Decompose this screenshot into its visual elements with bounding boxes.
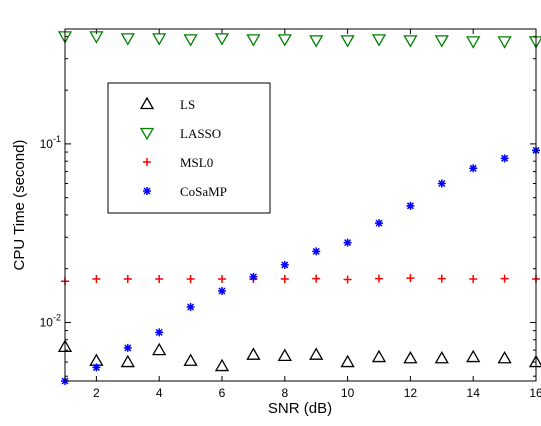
point-cosamp bbox=[437, 179, 446, 188]
point-ls bbox=[277, 348, 292, 362]
x-tick-label: 10 bbox=[341, 386, 355, 400]
point-ls bbox=[403, 350, 418, 364]
point-cosamp bbox=[343, 238, 352, 247]
point-lasso bbox=[120, 33, 135, 46]
point-ls bbox=[214, 358, 230, 372]
point-ls bbox=[183, 353, 198, 366]
ticks-layer: 2 4 6 8 10 12 14 16 10-2 10-1 bbox=[40, 29, 541, 400]
point-ls bbox=[340, 354, 355, 368]
point-ls bbox=[497, 350, 512, 364]
legend: LS LASSO MSL0 CoSaMP bbox=[107, 82, 271, 214]
point-lasso bbox=[214, 33, 230, 46]
x-tick-label: 4 bbox=[156, 386, 163, 400]
point-msl0 bbox=[343, 275, 352, 284]
point-msl0 bbox=[155, 275, 164, 284]
x-tick-label: 2 bbox=[93, 386, 100, 400]
point-cosamp bbox=[469, 164, 478, 173]
point-cosamp bbox=[375, 219, 383, 228]
point-lasso bbox=[152, 33, 167, 46]
legend-marker-lasso bbox=[139, 127, 155, 141]
point-cosamp bbox=[312, 247, 321, 256]
point-ls bbox=[466, 349, 481, 363]
marks-layer bbox=[57, 31, 541, 385]
point-ls bbox=[120, 354, 135, 368]
legend-marker-ls bbox=[139, 96, 155, 110]
point-cosamp bbox=[186, 303, 195, 312]
legend-box bbox=[107, 82, 271, 214]
point-ls bbox=[371, 349, 387, 363]
point-lasso bbox=[434, 35, 449, 48]
point-msl0 bbox=[375, 274, 383, 283]
point-cosamp bbox=[280, 260, 289, 269]
legend-label-ls: LS bbox=[180, 97, 195, 112]
point-msl0 bbox=[123, 275, 132, 284]
legend-marker-msl0 bbox=[143, 158, 151, 166]
y-axis-label: CPU Time (second) bbox=[11, 140, 28, 271]
legend-label-lasso: LASSO bbox=[180, 126, 221, 141]
legend-label-msl0: MSL0 bbox=[180, 155, 213, 170]
point-lasso bbox=[277, 34, 292, 47]
point-lasso bbox=[309, 35, 324, 48]
point-ls bbox=[434, 350, 449, 364]
legend-marker-cosamp bbox=[143, 187, 151, 195]
x-tick-label: 8 bbox=[281, 386, 288, 400]
point-ls bbox=[152, 342, 167, 356]
point-cosamp bbox=[500, 154, 509, 163]
point-lasso bbox=[466, 36, 481, 49]
point-ls bbox=[309, 347, 324, 360]
legend-label-cosamp: CoSaMP bbox=[180, 184, 227, 199]
point-cosamp bbox=[218, 287, 226, 296]
point-lasso bbox=[89, 31, 104, 44]
point-lasso bbox=[183, 34, 198, 47]
point-ls bbox=[246, 347, 261, 360]
y-tick-label: 10-1 bbox=[40, 134, 61, 151]
point-cosamp bbox=[249, 272, 258, 281]
x-tick-label: 16 bbox=[529, 386, 541, 400]
point-msl0 bbox=[312, 274, 321, 283]
point-cosamp bbox=[123, 343, 132, 352]
point-msl0 bbox=[406, 274, 415, 283]
point-lasso bbox=[371, 34, 387, 47]
point-lasso bbox=[497, 36, 512, 49]
point-lasso bbox=[403, 35, 418, 48]
x-tick-label: 12 bbox=[404, 386, 418, 400]
point-lasso bbox=[246, 34, 261, 47]
point-msl0 bbox=[186, 275, 195, 284]
point-msl0 bbox=[92, 275, 101, 284]
point-cosamp bbox=[92, 363, 101, 372]
point-msl0 bbox=[469, 275, 478, 284]
point-msl0 bbox=[500, 274, 509, 283]
point-msl0 bbox=[437, 274, 446, 283]
point-lasso bbox=[340, 35, 355, 48]
point-cosamp bbox=[155, 328, 164, 337]
plot-frame bbox=[64, 28, 537, 382]
x-axis-label: SNR (dB) bbox=[268, 400, 332, 417]
x-tick-label: 6 bbox=[219, 386, 226, 400]
point-msl0 bbox=[280, 275, 289, 284]
y-tick-label: 10-2 bbox=[40, 312, 61, 329]
x-tick-label: 14 bbox=[467, 386, 481, 400]
point-msl0 bbox=[218, 275, 226, 284]
point-cosamp bbox=[406, 201, 415, 210]
